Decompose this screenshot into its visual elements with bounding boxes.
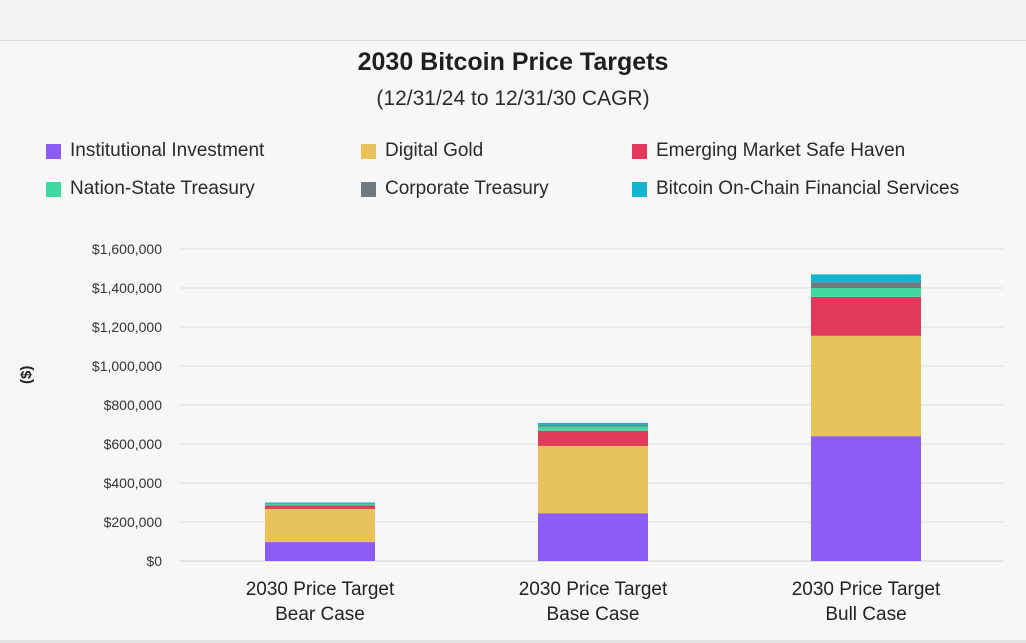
legend-swatch — [46, 143, 61, 159]
legend-item: Institutional Investment — [46, 140, 264, 162]
legend-label: Emerging Market Safe Haven — [656, 140, 906, 161]
bar-segment — [811, 282, 921, 288]
y-tick-label: $1,000,000 — [92, 358, 162, 374]
legend-swatch — [361, 181, 376, 197]
legend-item: Bitcoin On-Chain Financial Services — [632, 178, 959, 200]
y-tick-label: $200,000 — [104, 514, 163, 530]
legend-swatch — [361, 143, 376, 159]
legend-swatch — [632, 143, 647, 159]
y-tick-label: $1,400,000 — [92, 280, 162, 296]
y-tick-label: $800,000 — [104, 397, 163, 413]
x-tick-label: Bear Case — [275, 604, 365, 625]
bar-segment — [265, 502, 375, 504]
legend-swatch — [632, 181, 647, 197]
y-tick-label: $1,600,000 — [92, 241, 162, 257]
bar-segment — [538, 422, 648, 425]
top-bar — [0, 0, 1026, 41]
legend-label: Digital Gold — [385, 140, 484, 161]
legend-item: Corporate Treasury — [361, 178, 549, 200]
bar-segment — [265, 542, 375, 561]
bar-segment — [811, 335, 921, 437]
y-tick-label: $400,000 — [104, 475, 163, 491]
bar-segment — [538, 430, 648, 446]
legend-label: Institutional Investment — [70, 140, 265, 161]
x-tick-label: Base Case — [547, 604, 640, 625]
bar-segment — [811, 274, 921, 283]
bar-segment — [265, 503, 375, 506]
legend-swatch — [46, 181, 61, 197]
legend-label: Corporate Treasury — [385, 178, 549, 199]
bar-segment — [265, 505, 375, 509]
bar-segment — [538, 513, 648, 561]
x-tick-label: 2030 Price Target — [246, 579, 395, 600]
y-tick-label: $0 — [146, 553, 162, 569]
legend-label: Nation-State Treasury — [70, 178, 255, 199]
bottom-divider — [0, 640, 1026, 643]
bar-segment — [538, 445, 648, 514]
bar-segment — [265, 508, 375, 543]
bar-segment — [538, 426, 648, 431]
x-tick-label: 2030 Price Target — [519, 579, 668, 600]
legend-item: Emerging Market Safe Haven — [632, 140, 905, 162]
legend-label: Bitcoin On-Chain Financial Services — [656, 178, 960, 199]
x-tick-label: 2030 Price Target — [792, 579, 941, 600]
chart-title: 2030 Bitcoin Price Targets — [357, 48, 669, 76]
y-tick-label: $600,000 — [104, 436, 163, 452]
bar-segment — [811, 288, 921, 297]
bar-segment — [811, 296, 921, 336]
chart-subtitle: (12/31/24 to 12/31/30 CAGR) — [376, 87, 650, 110]
x-tick-label: Bull Case — [825, 604, 906, 625]
bar-segment — [538, 424, 648, 427]
legend-item: Nation-State Treasury — [46, 178, 255, 200]
bar-segment — [811, 436, 921, 561]
y-tick-label: $1,200,000 — [92, 319, 162, 335]
legend-item: Digital Gold — [361, 140, 483, 162]
